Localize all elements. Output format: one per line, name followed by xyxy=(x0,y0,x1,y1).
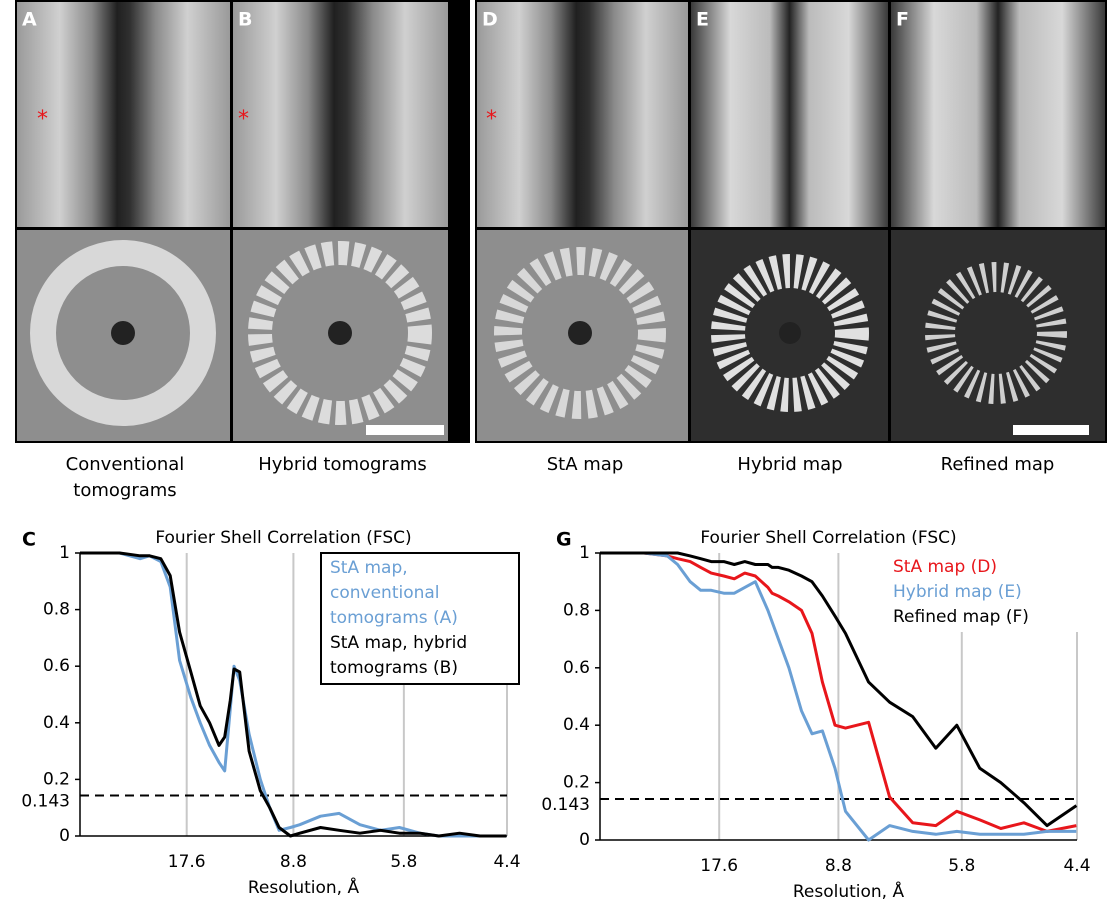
caption: Hybrid tomograms xyxy=(258,454,427,475)
x-tick-label: 5.8 xyxy=(390,852,417,872)
panel-letter: F xyxy=(896,9,909,31)
legend: StA map, conventional tomograms (A) StA m… xyxy=(320,552,520,685)
image xyxy=(691,2,888,227)
fsc-line xyxy=(600,551,1078,828)
legend-item: Hybrid map (E) xyxy=(893,582,1022,602)
chart-title: Fourier Shell Correlation (FSC) xyxy=(700,528,956,548)
y-tick-label: 0.2 xyxy=(563,773,590,793)
x-axis-label: Resolution, Å xyxy=(248,876,360,898)
x-tick-label: 4.4 xyxy=(493,852,520,872)
image-ring xyxy=(925,262,1067,404)
image xyxy=(891,230,1105,441)
image xyxy=(17,2,230,227)
caption: Refined map xyxy=(940,454,1055,475)
x-tick-label: 4.4 xyxy=(1063,856,1090,876)
legend-item: StA map, hybrid tomograms (B) xyxy=(330,633,468,678)
asterisk: * xyxy=(486,107,497,132)
scale-bar xyxy=(1013,425,1089,435)
x-tick-label: 17.6 xyxy=(168,852,206,872)
y-tick-label: 0.6 xyxy=(43,656,70,676)
image-ring xyxy=(328,321,352,345)
image-ring xyxy=(30,240,216,426)
y-tick-label: 0.8 xyxy=(563,600,590,620)
image xyxy=(233,2,448,227)
image-ring xyxy=(111,321,135,345)
panel-letter: A xyxy=(22,9,37,31)
x-tick-label: 8.8 xyxy=(825,856,852,876)
caption: Hybrid map xyxy=(737,454,843,475)
x-axis-label: Resolution, Å xyxy=(793,880,905,902)
image-ring xyxy=(711,254,869,412)
legend: StA map (D) Hybrid map (E) Refined map (F) xyxy=(885,553,1091,632)
y-tick-label: 0.8 xyxy=(43,600,70,620)
threshold-label: 0.143 xyxy=(541,795,590,815)
asterisk: * xyxy=(37,107,48,132)
x-tick-label: 8.8 xyxy=(280,852,307,872)
panel-letter: D xyxy=(482,9,498,31)
y-tick-label: 0.6 xyxy=(563,658,590,678)
image-panels: * * * A B D E F xyxy=(15,0,1107,443)
y-tick-label: 1 xyxy=(579,543,590,563)
legend-item: StA map (D) xyxy=(893,557,998,577)
y-tick-label: 1 xyxy=(59,543,70,563)
x-tick-label: 17.6 xyxy=(700,856,738,876)
fsc-line xyxy=(600,551,1077,833)
y-tick-label: 0 xyxy=(59,826,70,846)
image-ring xyxy=(248,241,432,425)
panel-letter: B xyxy=(238,9,252,31)
legend-item: StA map, conventional tomograms (A) xyxy=(330,558,458,628)
caption: Conventional tomograms xyxy=(65,454,185,501)
chart-title: Fourier Shell Correlation (FSC) xyxy=(155,528,411,548)
legend-item: Refined map (F) xyxy=(893,607,1029,627)
panel-label: G xyxy=(556,529,572,551)
y-tick-label: 0.2 xyxy=(43,769,70,789)
panel-label: C xyxy=(22,529,36,551)
panel-letter: E xyxy=(696,9,709,31)
image-ring xyxy=(568,321,592,345)
scale-bar xyxy=(366,425,444,435)
fsc-line xyxy=(600,551,1077,842)
image-ring xyxy=(779,322,801,344)
caption: StA map xyxy=(546,454,624,475)
x-tick-label: 5.8 xyxy=(948,856,975,876)
image xyxy=(891,2,1105,227)
asterisk: * xyxy=(238,107,249,132)
y-tick-label: 0 xyxy=(579,830,590,850)
y-tick-label: 0.4 xyxy=(43,713,70,733)
fsc-line xyxy=(80,551,507,838)
threshold-label: 0.143 xyxy=(21,792,70,812)
y-tick-label: 0.4 xyxy=(563,715,590,735)
image-ring xyxy=(494,247,666,419)
image xyxy=(477,2,688,227)
